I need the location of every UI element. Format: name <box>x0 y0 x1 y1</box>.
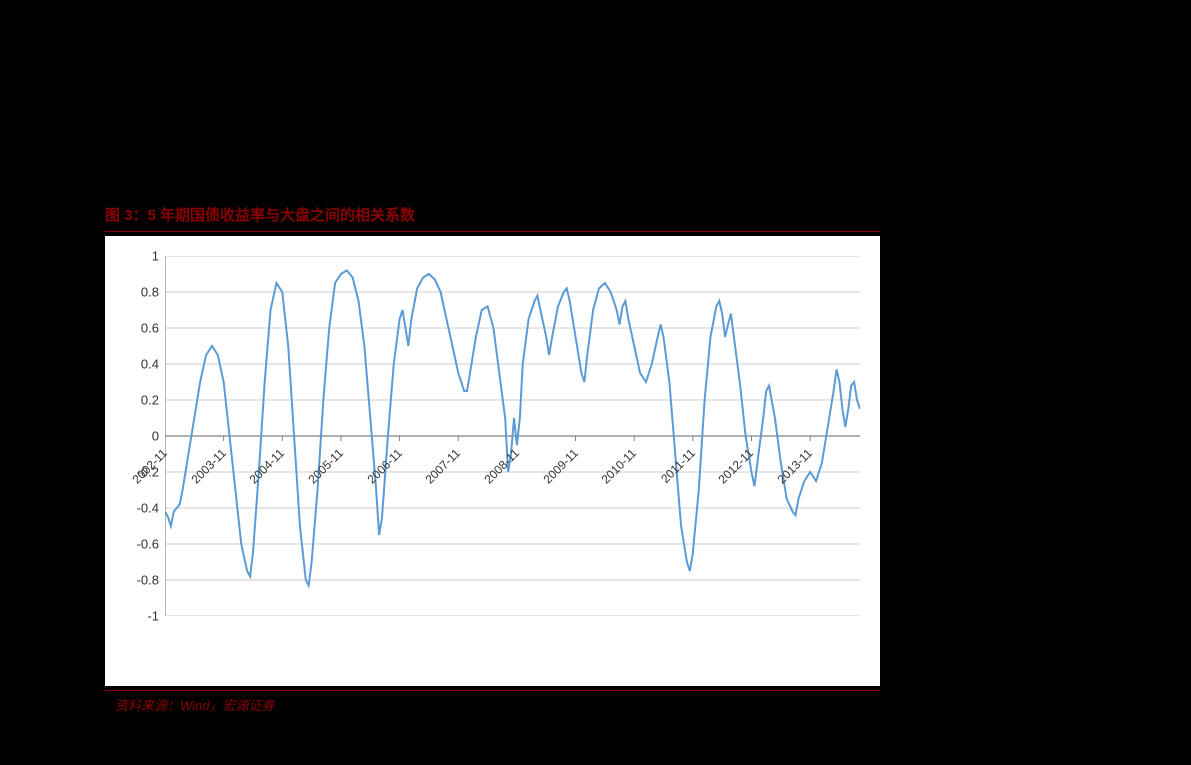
chart-title: 图 3：5 年期国债收益率与大盘之间的相关系数 <box>105 200 880 229</box>
title-text: 5 年期国债收益率与大盘之间的相关系数 <box>148 207 416 224</box>
y-tick-label: 0.4 <box>119 357 159 372</box>
line-chart-svg <box>165 256 860 616</box>
y-tick-label: 0 <box>119 429 159 444</box>
y-tick-label: 1 <box>119 249 159 264</box>
chart-container: 图 3：5 年期国债收益率与大盘之间的相关系数 -1-0.8-0.6-0.4-0… <box>105 200 880 714</box>
plot-area: -1-0.8-0.6-0.4-0.200.20.40.60.81 <box>165 256 860 616</box>
y-tick-label: -0.6 <box>119 537 159 552</box>
y-tick-label: -0.8 <box>119 573 159 588</box>
title-rule <box>105 231 880 232</box>
title-prefix: 图 3： <box>105 207 148 224</box>
y-tick-label: -1 <box>119 609 159 624</box>
y-tick-label: 0.2 <box>119 393 159 408</box>
y-tick-label: -0.4 <box>119 501 159 516</box>
chart-source: 资料来源：Wind，宏源证券 <box>105 691 880 714</box>
y-tick-label: 0.6 <box>119 321 159 336</box>
y-tick-label: 0.8 <box>119 285 159 300</box>
plot-box: -1-0.8-0.6-0.4-0.200.20.40.60.81 2002-11… <box>105 236 880 686</box>
